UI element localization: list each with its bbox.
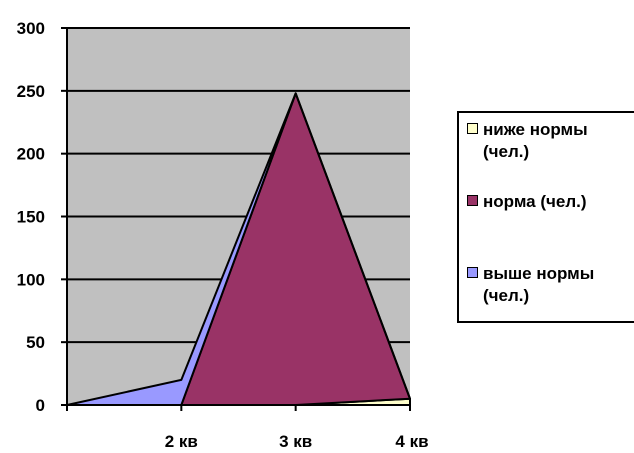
legend-swatch-norm [467,195,478,206]
x-tick-label: 3 кв [279,432,312,451]
y-tick-label: 100 [17,270,45,289]
y-tick-label: 50 [26,333,45,352]
y-tick-label: 0 [36,396,45,415]
y-tick-label: 150 [17,208,45,227]
x-axis-ticks: 2 кв 3 кв 4 кв [66,405,429,451]
x-tick-label: 2 кв [165,432,198,451]
legend-label-below-norm: ниже нормы (чел.) [483,120,588,161]
legend-swatch-below-norm [467,123,478,134]
y-tick-label: 300 [17,19,45,38]
legend: ниже нормы (чел.) норма (чел.) выше норм… [457,111,634,323]
legend-label-norm: норма (чел.) [483,192,587,211]
legend-swatch-above-norm [467,267,478,278]
y-axis-ticks: 0 50 100 150 200 250 300 [17,19,67,415]
legend-label-above-norm: выше нормы (чел.) [483,264,595,305]
x-tick-label: 4 кв [395,432,428,451]
y-tick-label: 250 [17,82,45,101]
y-tick-label: 200 [17,145,45,164]
